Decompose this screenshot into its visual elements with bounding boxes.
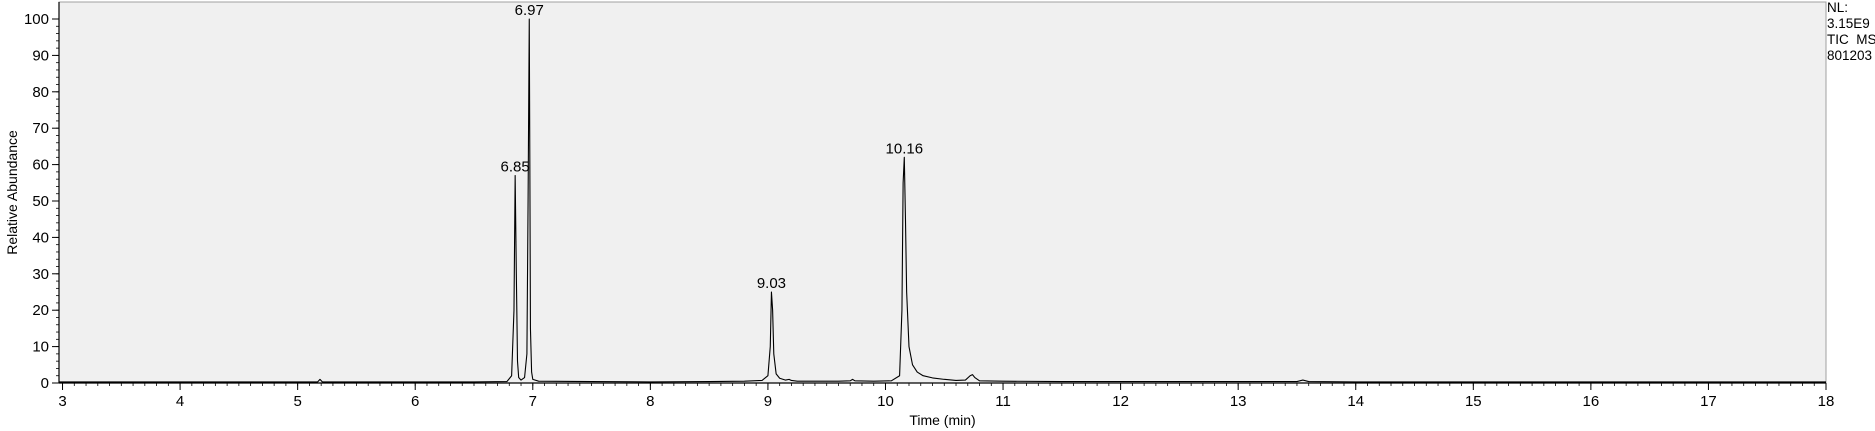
- y-axis-ticks: 0 10 20 30 40 50 60 70 80 90 100: [24, 11, 59, 392]
- y-tick-label: 20: [32, 302, 49, 319]
- y-tick-label: 30: [32, 266, 49, 283]
- y-tick-label: 50: [32, 193, 49, 210]
- y-tick-label: 10: [32, 339, 49, 356]
- peak-label: 10.16: [886, 140, 924, 157]
- y-tick-label: 100: [24, 11, 49, 28]
- y-tick-label: 70: [32, 120, 49, 137]
- peak-label: 6.85: [501, 159, 530, 176]
- x-tick-label: 9: [764, 393, 772, 410]
- x-tick-label: 18: [1818, 393, 1835, 410]
- peak-labels: 6.85 6.97 9.03 10.16: [501, 2, 924, 292]
- info-line-nl: NL:: [1827, 0, 1848, 15]
- y-tick-label: 40: [32, 229, 49, 246]
- peak-label: 9.03: [757, 275, 786, 292]
- y-tick-label: 0: [41, 375, 49, 392]
- x-tick-label: 11: [995, 393, 1011, 410]
- tic-trace-line: [59, 18, 1826, 383]
- peak-label: 6.97: [515, 2, 544, 19]
- info-line-scan: TIC MS: [1827, 32, 1875, 47]
- y-tick-label: 90: [32, 47, 49, 64]
- x-axis-title: Time (min): [909, 412, 975, 428]
- x-tick-label: 16: [1583, 393, 1600, 410]
- info-line-file: 801203: [1827, 48, 1872, 63]
- x-tick-label: 17: [1700, 393, 1717, 410]
- x-tick-label: 10: [877, 393, 894, 410]
- y-tick-label: 80: [32, 84, 49, 101]
- x-tick-label: 15: [1465, 393, 1482, 410]
- x-axis-ticks: 3 4 5 6 7 8 9 10 11 12 13 14 15 16 17 18: [58, 383, 1834, 410]
- x-tick-label: 4: [176, 393, 184, 410]
- y-tick-label: 60: [32, 157, 49, 174]
- x-tick-label: 14: [1347, 393, 1364, 410]
- y-axis-title: Relative Abundance: [4, 130, 20, 255]
- x-tick-label: 13: [1230, 393, 1247, 410]
- x-tick-label: 6: [411, 393, 419, 410]
- x-tick-label: 3: [58, 393, 66, 410]
- info-line-value: 3.15E9: [1827, 16, 1870, 31]
- x-tick-label: 8: [646, 393, 654, 410]
- plot-area-background: [58, 1, 1827, 384]
- x-tick-label: 5: [293, 393, 301, 410]
- x-tick-label: 12: [1112, 393, 1129, 410]
- normalization-info: NL: 3.15E9 TIC MS 801203: [1827, 0, 1875, 63]
- x-tick-label: 7: [529, 393, 537, 410]
